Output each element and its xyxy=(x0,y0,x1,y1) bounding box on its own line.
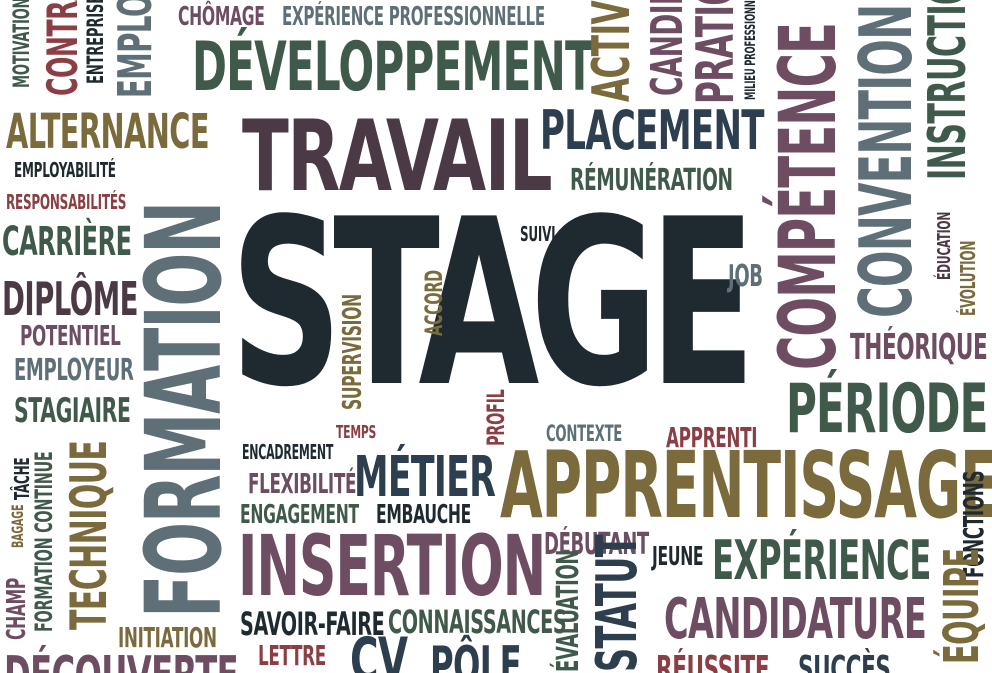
word-emploi: EMPLOI xyxy=(108,0,162,99)
word-supervision: SUPERVISION xyxy=(338,294,368,410)
word-stage: STAGE xyxy=(230,171,756,438)
word-education: ÉDUCATION xyxy=(934,211,955,280)
word-suivi: SUIVI xyxy=(520,222,556,246)
word-motivation: MOTIVATION xyxy=(10,0,35,88)
word-embauche: EMBAUCHE xyxy=(376,500,471,530)
word-contexte: CONTEXTE xyxy=(546,422,623,447)
word-responsabilites: RESPONSABILITÉS xyxy=(6,190,127,214)
word-statut: STATUT xyxy=(585,535,650,672)
word-flexibilite: FLEXIBILITÉ xyxy=(248,467,357,500)
word-reussite: RÉUSSITE xyxy=(656,649,770,673)
word-metier: MÉTIER xyxy=(354,445,496,510)
word-potentiel: POTENTIEL xyxy=(20,319,121,352)
word-candidature: CANDIDATURE xyxy=(664,587,927,652)
word-champ: CHAMP xyxy=(2,578,32,640)
word-experience: EXPÉRIENCE xyxy=(712,529,931,592)
word-job: JOB xyxy=(728,259,763,294)
word-contrat: CONTRAT xyxy=(38,0,87,96)
word-diplome: DIPLÔME xyxy=(2,272,138,326)
word-accord: ACCORD xyxy=(420,270,448,336)
word-experience-professionnelle: EXPÉRIENCE PROFESSIONNELLE xyxy=(282,2,545,32)
word-stagiaire: STAGIAIRE xyxy=(14,391,131,431)
word-pole: PÔLE xyxy=(430,636,522,673)
word-remuneration: RÉMUNÉRATION xyxy=(570,163,733,198)
word-pratique: PRATIQUE xyxy=(686,0,746,104)
word-employabilite: EMPLOYABILITÉ xyxy=(14,158,116,182)
word-developpement: DÉVELOPPEMENT xyxy=(192,28,594,107)
word-convention: CONVENTION xyxy=(844,4,928,319)
word-alternance: ALTERNANCE xyxy=(6,104,209,160)
word-tache: TÂCHE xyxy=(10,457,34,500)
word-chomage: CHÔMAGE xyxy=(178,2,265,32)
word-profil: PROFIL xyxy=(482,389,510,446)
word-technique: TECHNIQUE xyxy=(60,440,118,630)
word-milieu-professionnel: MILIEU PROFESSIONNEL xyxy=(743,0,759,101)
word-formation: FORMATION xyxy=(123,202,245,618)
word-savoir-faire: SAVOIR-FAIRE xyxy=(240,605,385,643)
word-competence: COMPÉTENCE xyxy=(764,23,854,371)
word-instruction: INSTRUCTION xyxy=(918,0,978,180)
word-activite: ACTIVITÉ xyxy=(582,0,642,102)
word-formation-continue: FORMATION CONTINUE xyxy=(30,451,58,632)
word-jeune: JEUNE xyxy=(652,542,704,572)
word-apprentissage: APPRENTISSAGE xyxy=(500,432,992,539)
word-debutant: DÉBUTANT xyxy=(544,527,649,562)
word-entreprise: ENTREPRISE xyxy=(84,0,109,84)
word-insertion: INSERTION xyxy=(238,517,546,615)
word-initiation: INITIATION xyxy=(118,621,217,654)
word-candidat: CANDIDAT xyxy=(642,0,693,96)
word-travail: TRAVAIL xyxy=(242,100,553,214)
word-temps: TEMPS xyxy=(336,422,377,443)
word-encadrement: ENCADREMENT xyxy=(242,440,334,464)
word-bagage: BAGAGE xyxy=(8,504,27,548)
word-decouverte: DÉCOUVERTE xyxy=(4,650,239,673)
word-equipe: ÉQUIPE xyxy=(934,548,990,664)
word-evolution: ÉVOLUTION xyxy=(956,240,980,316)
word-apprenti: APPRENTI xyxy=(666,421,758,454)
word-succes: SUCCÈS xyxy=(798,649,891,673)
word-lettre: LETTRE xyxy=(258,639,326,672)
word-connaissances: CONNAISSANCES xyxy=(388,603,567,641)
word-carriere: CARRIÈRE xyxy=(2,219,132,265)
word-engagement: ENGAGEMENT xyxy=(240,500,359,530)
word-cv: CV xyxy=(350,625,408,673)
word-periode: PÉRIODE xyxy=(786,370,988,449)
word-evaluation: ÉVALUATION xyxy=(551,549,586,672)
word-theorique: THÉORIQUE xyxy=(850,327,988,368)
word-placement: PLACEMENT xyxy=(540,99,764,162)
word-employeur: EMPLOYEUR xyxy=(14,353,134,388)
